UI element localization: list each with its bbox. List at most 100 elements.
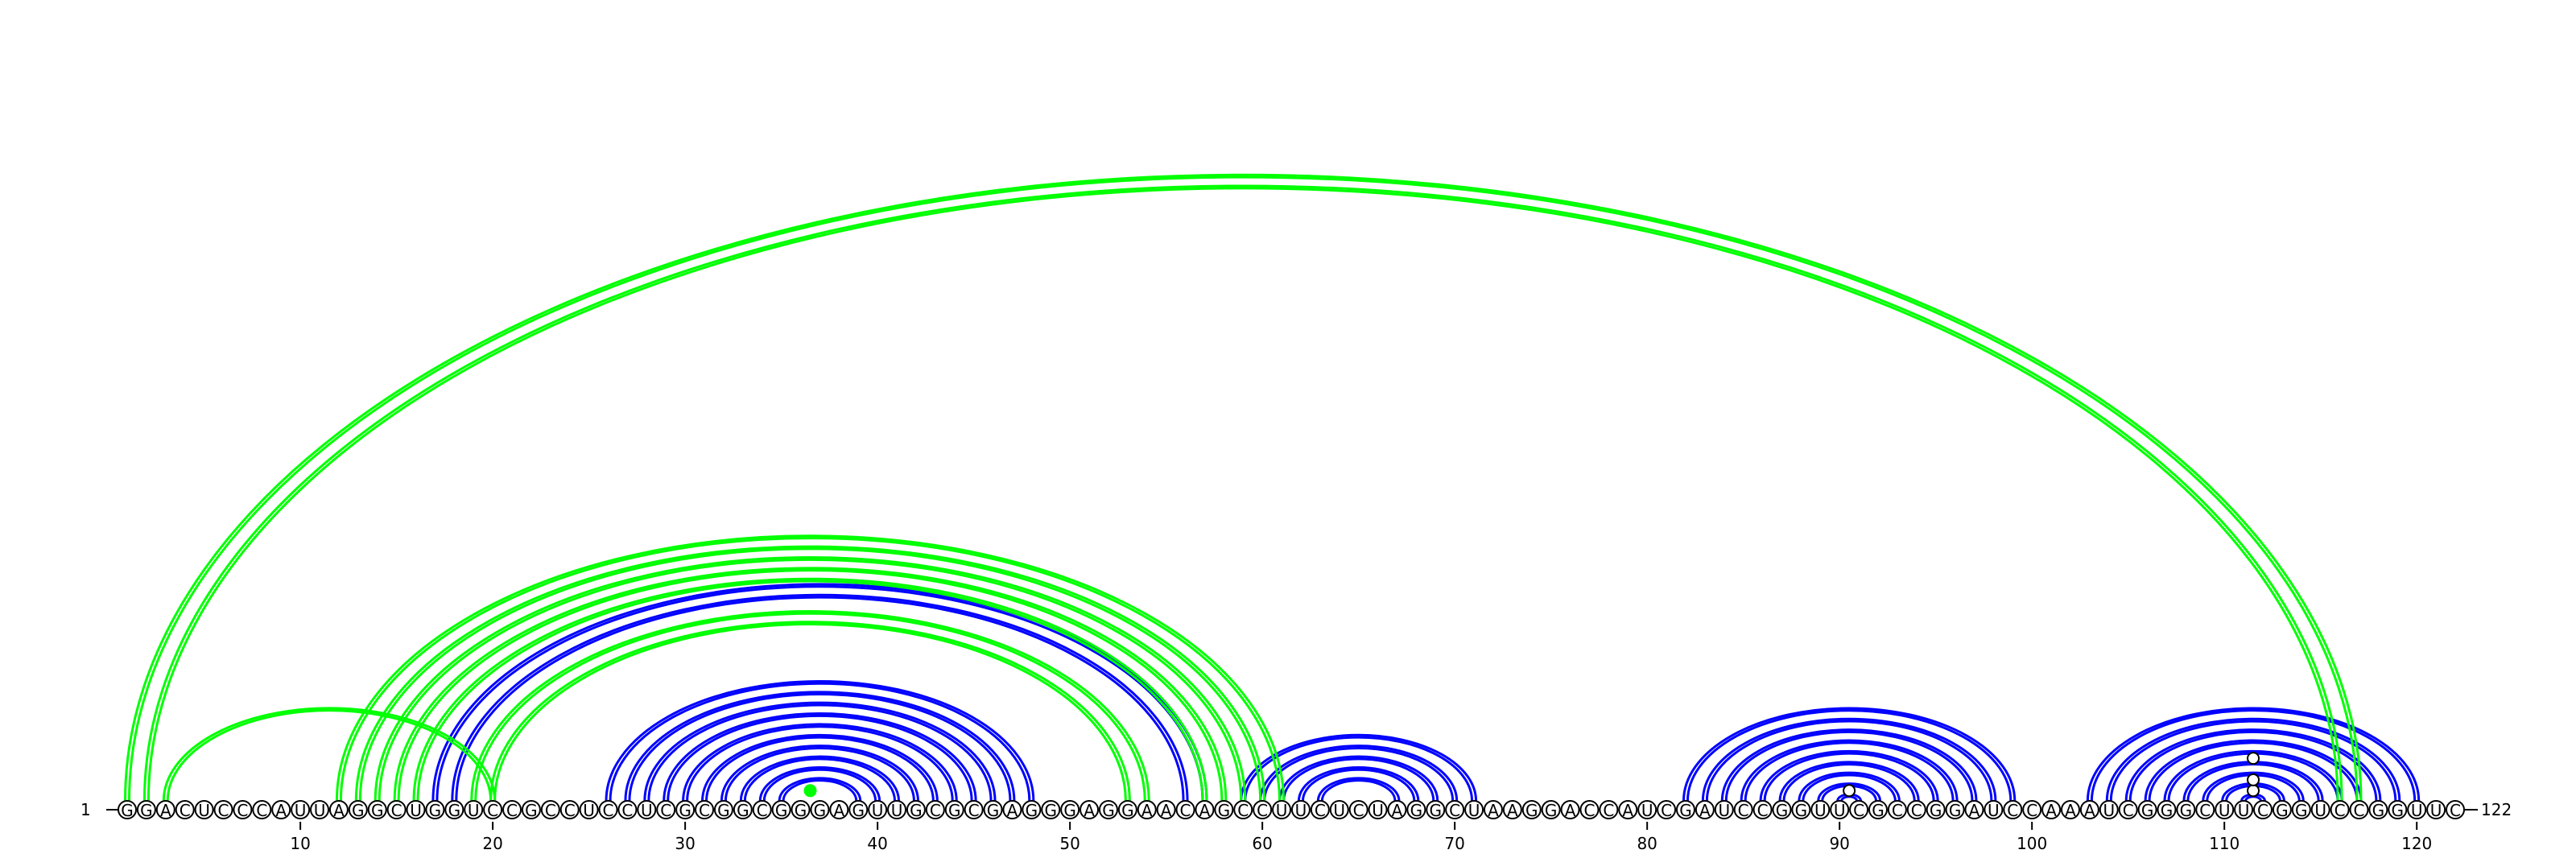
nucleotide-65: C xyxy=(1353,801,1364,820)
nucleotide-108: G xyxy=(2180,801,2193,820)
nucleotide-circle-2 xyxy=(136,800,156,819)
nucleotide-20: C xyxy=(487,801,498,820)
nucleotide-circle-52 xyxy=(1098,800,1118,819)
reference-arc-84-97-inner xyxy=(1724,730,1974,802)
nucleotide-96: G xyxy=(1949,801,1962,820)
nucleotide-circle-107 xyxy=(2157,800,2177,819)
nucleotide-71: U xyxy=(1468,801,1480,820)
nucleotide-circle-70 xyxy=(1445,800,1465,819)
nucleotide-circle-105 xyxy=(2118,800,2138,819)
nucleotide-circle-92 xyxy=(1868,800,1888,819)
tick-label-40: 40 xyxy=(867,834,887,853)
nucleotide-circle-60 xyxy=(1253,800,1273,819)
reference-arc-33-41-inner xyxy=(743,757,897,802)
reference-arc-103-120-inner xyxy=(2090,709,2417,802)
predicted-arc-15-58-inner xyxy=(397,569,1224,802)
pair-marker-36 xyxy=(803,784,817,798)
predicted-arc-13-60-outer xyxy=(354,545,1266,802)
nucleotide-57: A xyxy=(1199,801,1211,820)
nucleotide-117: C xyxy=(2354,801,2365,820)
position-ticks: 10 20 30 40 50 60 70 80 90 100 110 120 xyxy=(290,822,2432,853)
reference-arc-84-97-outer xyxy=(1720,728,1978,802)
reference-arc-106-117-inner xyxy=(2148,741,2359,802)
nucleotide-circle-93 xyxy=(1887,800,1907,819)
nucleotide-68: G xyxy=(1410,801,1423,820)
nucleotide-circle-109 xyxy=(2195,800,2215,819)
nucleotide-circle-96 xyxy=(1945,800,1965,819)
nucleotide-36: G xyxy=(795,801,807,820)
nucleotide-43: C xyxy=(930,801,941,820)
predicted-arc-16-57-inner xyxy=(416,580,1204,802)
tick-label-10: 10 xyxy=(290,834,310,853)
nucleotide-circle-112 xyxy=(2252,800,2273,819)
start-label: 1 xyxy=(80,800,91,819)
nucleotide-78: C xyxy=(1603,801,1614,820)
nucleotide-circle-89 xyxy=(1810,800,1831,819)
predicted-arc-19-54-inner xyxy=(474,613,1146,802)
nucleotide-circle-1 xyxy=(118,800,137,819)
nucleotide-111: U xyxy=(2238,801,2250,820)
nucleotide-circle-117 xyxy=(2349,800,2369,819)
nucleotide-54: A xyxy=(1141,801,1153,820)
reference-arc-60-70-inner xyxy=(1263,747,1455,802)
reference-arc-30-44-inner xyxy=(686,725,954,802)
nucleotide-circle-75 xyxy=(1541,800,1561,819)
nucleotide-84: U xyxy=(1718,801,1730,820)
reference-arc-104-119-inner xyxy=(2109,720,2397,802)
reference-arc-18-56-outer xyxy=(451,593,1189,802)
nucleotide-circle-62 xyxy=(1290,800,1311,819)
nucleotide-92: G xyxy=(1872,801,1885,820)
nucleotide-99: C xyxy=(2007,801,2018,820)
reference-arc-31-43-outer xyxy=(701,734,939,802)
nucleotide-circle-7 xyxy=(233,800,253,819)
reference-arc-107-116-outer xyxy=(2163,750,2343,802)
reference-arc-27-47-inner xyxy=(628,693,1012,802)
nucleotide-circle-115 xyxy=(2310,800,2330,819)
predicted-arc-3-20-outer xyxy=(162,707,497,802)
reference-arc-61-69-inner xyxy=(1282,757,1435,802)
nucleotide-50: G xyxy=(1063,801,1076,820)
nucleotide-110: U xyxy=(2219,801,2231,820)
nucleotide-74: G xyxy=(1525,801,1538,820)
nucleotide-circle-56 xyxy=(1175,800,1195,819)
nucleotide-21: C xyxy=(506,801,518,820)
nucleotide-circle-103 xyxy=(2079,800,2099,819)
nucleotide-circle-72 xyxy=(1483,800,1503,819)
nucleotide-41: U xyxy=(891,801,903,820)
reference-arc-89-92-outer xyxy=(1817,782,1881,802)
reference-arc-59-71-outer xyxy=(1240,733,1478,802)
nucleotide-66: U xyxy=(1372,801,1384,820)
nucleotide-circle-25 xyxy=(579,800,599,819)
nucleotide-18: G xyxy=(448,801,461,820)
nucleotide-8: C xyxy=(256,801,267,820)
nucleotide-circle-23 xyxy=(540,800,560,819)
nucleotide-circle-77 xyxy=(1579,800,1600,819)
nucleotide-61: U xyxy=(1276,801,1288,820)
tick-label-20: 20 xyxy=(482,834,502,853)
nucleotide-29: C xyxy=(660,801,671,820)
nucleotide-circle-18 xyxy=(444,800,464,819)
nucleotide-10: U xyxy=(295,801,307,820)
nucleotide-17: G xyxy=(429,801,442,820)
reference-arc-63-67-inner xyxy=(1320,779,1397,802)
nucleotide-circle-121 xyxy=(2426,800,2446,819)
tick-label-30: 30 xyxy=(675,834,695,853)
nucleotide-circle-84 xyxy=(1714,800,1734,819)
reference-arc-83-98-outer xyxy=(1701,718,1997,802)
nucleotide-70: C xyxy=(1449,801,1460,820)
nucleotide-circle-50 xyxy=(1060,800,1080,819)
nucleotide-circle-110 xyxy=(2215,800,2235,819)
nucleotide-48: G xyxy=(1026,801,1038,820)
reference-arc-82-99-inner xyxy=(1686,709,2013,802)
pair-marker-108 xyxy=(2247,752,2260,765)
reference-arc-32-42-inner xyxy=(724,747,915,802)
nucleotide-62: U xyxy=(1295,801,1307,820)
nucleotide-59: C xyxy=(1237,801,1249,820)
nucleotide-circle-59 xyxy=(1233,800,1253,819)
nucleotide-67: A xyxy=(1392,801,1403,820)
nucleotide-circle-74 xyxy=(1521,800,1542,819)
nucleotide-73: A xyxy=(1507,801,1518,820)
nucleotide-15: C xyxy=(391,801,402,820)
nucleotide-49: G xyxy=(1044,801,1057,820)
nucleotide-circle-30 xyxy=(675,800,696,819)
